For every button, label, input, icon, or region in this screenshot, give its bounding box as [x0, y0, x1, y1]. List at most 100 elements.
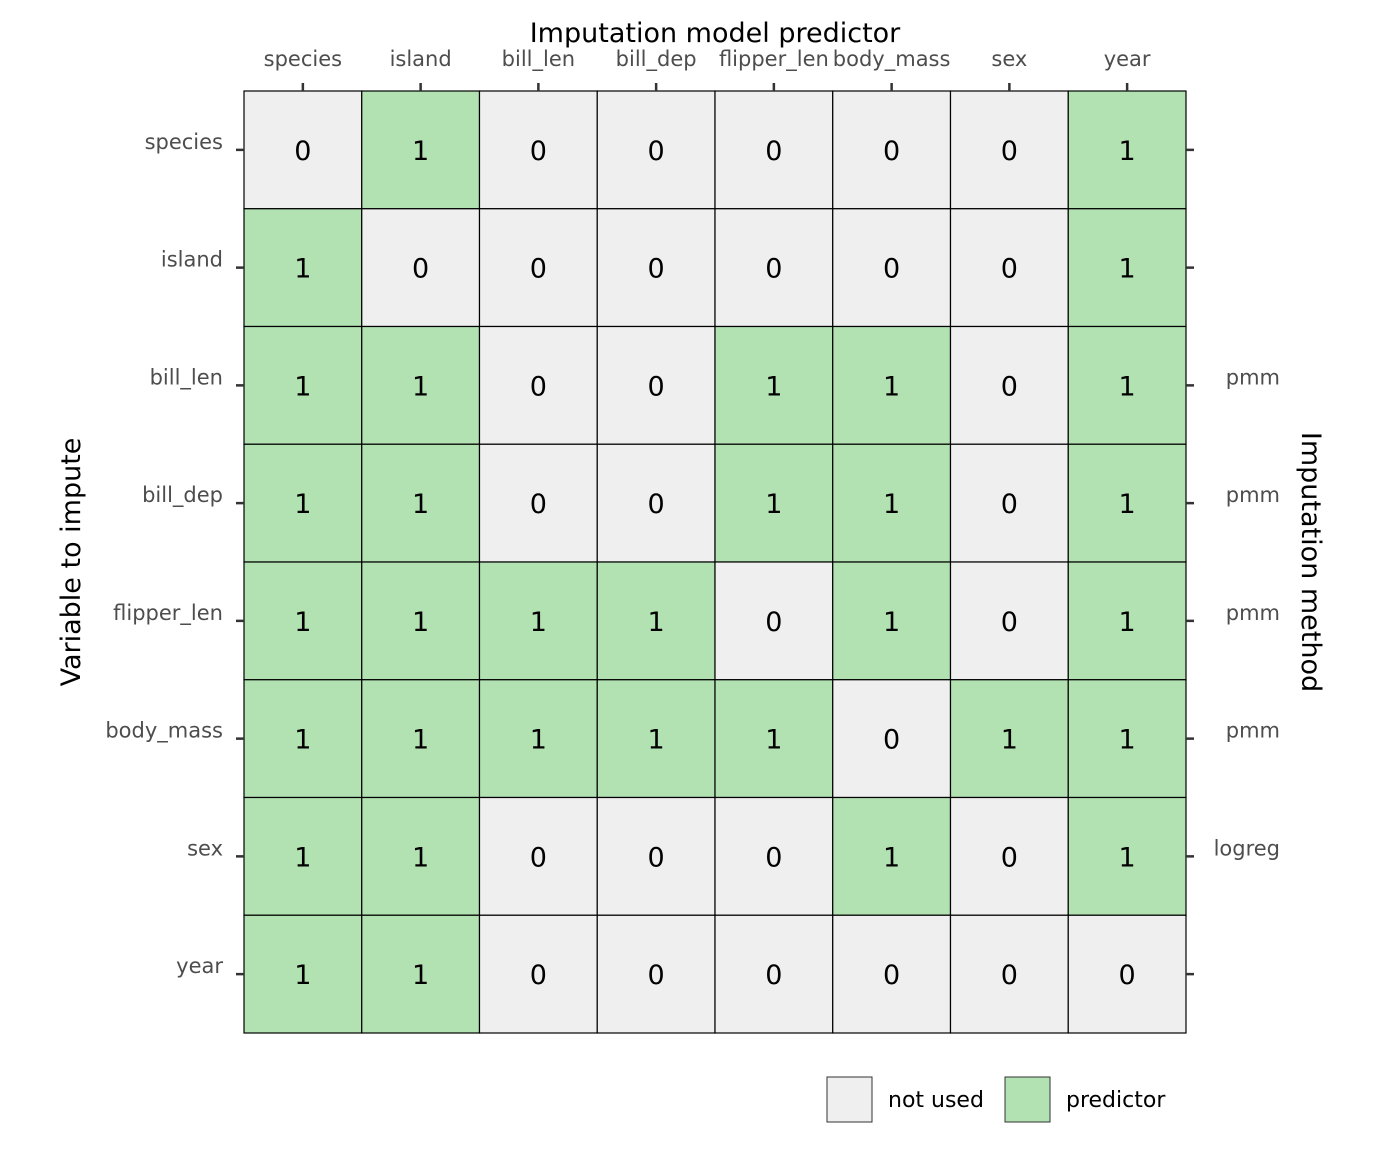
cell-value-label: 0 [648, 842, 665, 873]
y2-axis-title: Imputation method [1295, 432, 1326, 692]
heatmap-cell [478, 325, 598, 445]
heatmap-cell [714, 796, 834, 916]
heatmap-cell [478, 914, 598, 1034]
cell-value-label: 0 [530, 489, 547, 520]
heatmap-cell [832, 679, 952, 799]
cell-value-label: 1 [765, 489, 782, 520]
cell-value-label: 1 [648, 725, 665, 756]
y2-axis-ticks: pmm pmm pmm pmm logreg [1186, 148, 1280, 976]
heatmap-cell [478, 443, 598, 563]
x-tick-label: bill_dep [616, 47, 697, 72]
cell-value-label: 0 [530, 371, 547, 402]
y-tick-label: island [161, 248, 223, 272]
cell-value-label: 1 [765, 371, 782, 402]
heatmap-cell [714, 914, 834, 1034]
x-tick-label: year [1104, 47, 1151, 71]
heatmap-cell [596, 90, 716, 210]
heatmap-cell [596, 914, 716, 1034]
cell-value-label: 1 [1119, 725, 1136, 756]
cell-value-label: 0 [294, 136, 311, 167]
heatmap-cell [361, 679, 481, 799]
cell-value-label: 0 [648, 371, 665, 402]
heatmap-cell [361, 796, 481, 916]
heatmap-cell [478, 796, 598, 916]
cell-value-label: 1 [1119, 371, 1136, 402]
cell-value-label: 0 [530, 960, 547, 991]
cell-value-label: 1 [883, 489, 900, 520]
cell-value-label: 1 [294, 607, 311, 638]
cell-value-label: 0 [1001, 607, 1018, 638]
cell-value-label: 0 [648, 136, 665, 167]
cell-value-label: 0 [883, 136, 900, 167]
heatmap-cell [243, 443, 363, 563]
x-tick-label: flipper_len [719, 47, 829, 72]
cell-value-label: 0 [1001, 960, 1018, 991]
cell-value-label: 0 [1001, 371, 1018, 402]
cell-value-label: 0 [648, 254, 665, 285]
y-tick-label: species [145, 130, 223, 154]
cell-value-label: 0 [530, 842, 547, 873]
cell-value-label: 0 [412, 254, 429, 285]
cell-value-label: 0 [1119, 960, 1136, 991]
y-tick-label: year [176, 954, 223, 978]
y-tick-label: bill_len [150, 365, 223, 390]
heatmap-cell [949, 208, 1069, 328]
heatmap-cell [1067, 679, 1187, 799]
heatmap-cell [1067, 90, 1187, 210]
cell-value-label: 0 [530, 254, 547, 285]
cell-value-label: 0 [765, 254, 782, 285]
cell-value-label: 1 [1119, 136, 1136, 167]
cell-value-label: 0 [883, 960, 900, 991]
cell-value-label: 1 [294, 371, 311, 402]
y2-tick-label: pmm [1226, 365, 1280, 389]
x-axis-ticks: species island bill_len bill_dep flipper_len… [264, 47, 1151, 91]
cell-value-label: 1 [294, 725, 311, 756]
x-tick-label: body_mass [833, 47, 951, 72]
heatmap-cells: 0 1 0 0 0 0 0 1 1 0 0 0 0 0 0 1 1 1 0 0 1 1 0 1 1 1 0 0 1 1 0 1 1 1 1 1 0 1 0 1… [243, 90, 1187, 1034]
y-axis-title: Variable to impute [56, 438, 87, 687]
heatmap-cell [478, 561, 598, 681]
cell-value-label: 1 [883, 371, 900, 402]
heatmap-cell [243, 90, 363, 210]
cell-value-label: 0 [883, 254, 900, 285]
cell-value-label: 1 [294, 842, 311, 873]
legend-key [1004, 1076, 1051, 1123]
heatmap-cell [714, 90, 834, 210]
heatmap-cell [714, 325, 834, 445]
heatmap-cell [596, 561, 716, 681]
cell-value-label: 1 [412, 371, 429, 402]
heatmap-cell [832, 914, 952, 1034]
y2-tick-label: logreg [1214, 836, 1280, 860]
cell-value-label: 0 [648, 489, 665, 520]
legend: not used predictor [826, 1076, 1166, 1123]
heatmap-cell [832, 561, 952, 681]
cell-value-label: 0 [765, 607, 782, 638]
y-tick-label: sex [187, 836, 223, 860]
cell-value-label: 0 [1001, 254, 1018, 285]
heatmap-cell [361, 325, 481, 445]
cell-value-label: 1 [530, 607, 547, 638]
heatmap-cell [1067, 208, 1187, 328]
heatmap-cell [1067, 796, 1187, 916]
cell-value-label: 0 [765, 960, 782, 991]
y2-tick-label: pmm [1226, 719, 1280, 743]
cell-value-label: 1 [412, 136, 429, 167]
cell-value-label: 0 [765, 136, 782, 167]
cell-value-label: 0 [648, 960, 665, 991]
heatmap-cell [361, 90, 481, 210]
cell-value-label: 1 [1001, 725, 1018, 756]
cell-value-label: 1 [412, 489, 429, 520]
y-axis-ticks: species island bill_len bill_dep flipper_len… [105, 130, 244, 978]
heatmap-cell [714, 208, 834, 328]
y-tick-label: bill_dep [142, 483, 223, 508]
cell-value-label: 1 [294, 960, 311, 991]
heatmap-cell [243, 796, 363, 916]
heatmap-cell [596, 325, 716, 445]
heatmap-cell [1067, 914, 1187, 1034]
heatmap-cell [949, 679, 1069, 799]
heatmap-cell [832, 208, 952, 328]
x-tick-label: sex [991, 47, 1027, 71]
cell-value-label: 1 [648, 607, 665, 638]
cell-value-label: 0 [883, 725, 900, 756]
